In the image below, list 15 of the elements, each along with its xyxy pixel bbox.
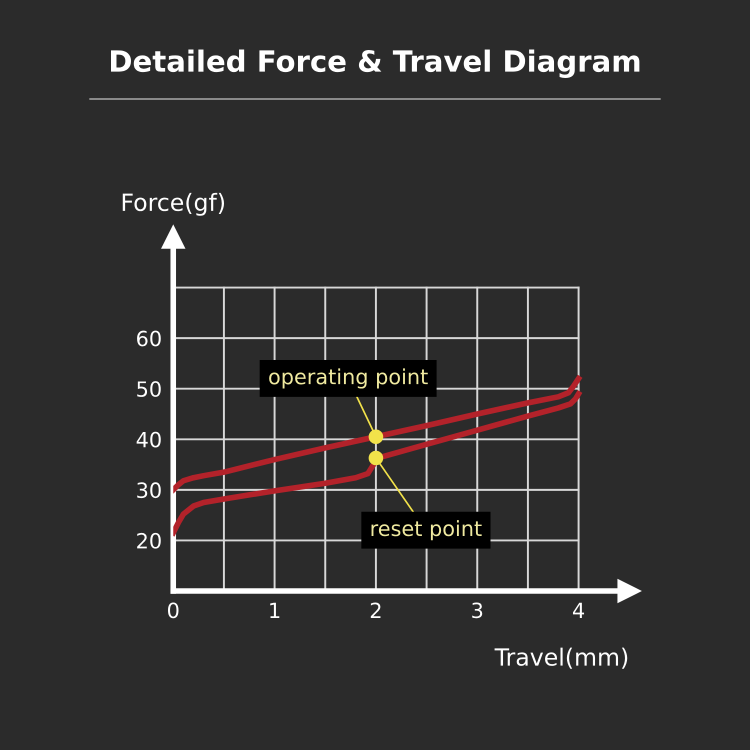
y-tick-label: 50 [137, 381, 161, 397]
x-tick-label: 3 [472, 602, 482, 618]
x-axis-title: Travel(mm) [494, 648, 628, 669]
x-tick-label: 4 [572, 602, 584, 618]
x-tick-label: 1 [270, 602, 280, 618]
annotation: reset point [372, 520, 482, 540]
chart-title: Detailed Force & Travel Diagram [111, 50, 640, 78]
y-axis-title: Force(gf) [122, 192, 224, 216]
y-tick-label: 20 [137, 532, 161, 549]
y-tick-label: 40 [136, 432, 161, 448]
x-tick-label: 0 [168, 602, 178, 618]
annotation: operating point [269, 368, 428, 389]
y-tick-label: 60 [137, 330, 161, 346]
y-tick-label: 30 [137, 482, 161, 498]
x-tick-label: 2 [370, 602, 380, 618]
